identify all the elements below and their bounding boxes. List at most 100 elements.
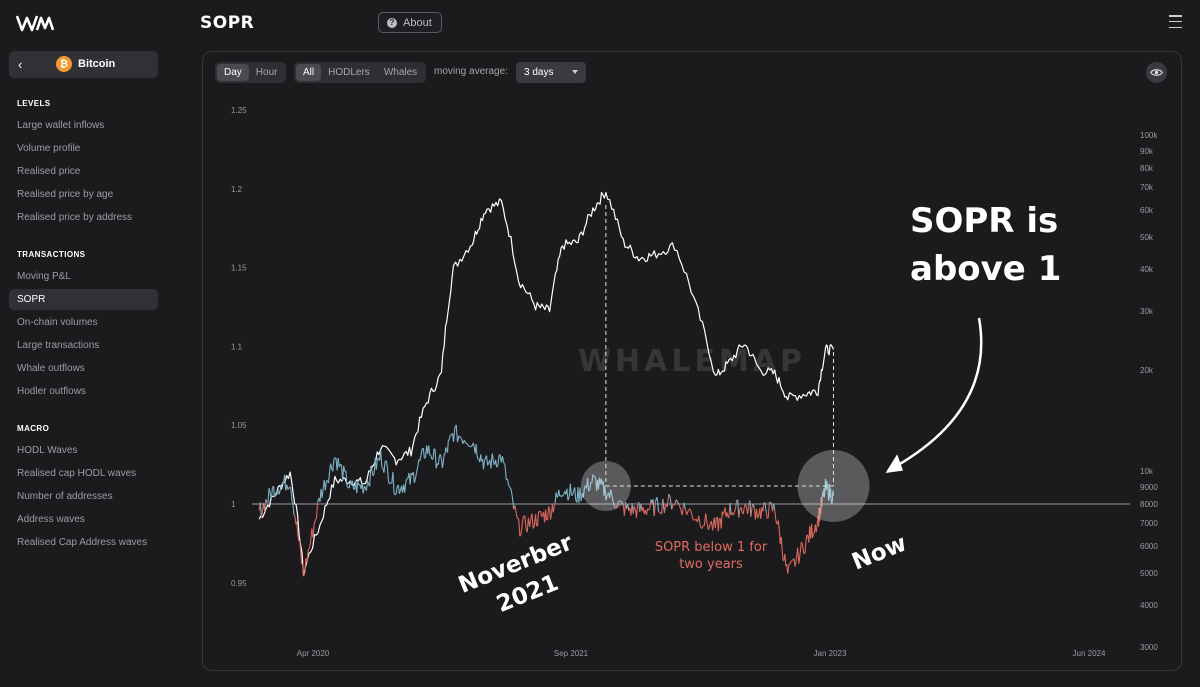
- sopr-line-segment: [666, 494, 670, 508]
- sopr-line-segment: [312, 524, 315, 538]
- sopr-line-segment: [781, 549, 784, 561]
- timeframe-hour-button[interactable]: Hour: [255, 67, 278, 78]
- sopr-line-segment: [540, 511, 543, 517]
- sopr-line-segment: [683, 502, 686, 510]
- sopr-line-segment: [292, 503, 295, 515]
- y-left-tick-label: 1.05: [231, 421, 247, 430]
- sopr-line-segment: [332, 459, 335, 472]
- chart-panel: [202, 51, 1182, 671]
- sidebar-item-hodler-outflows[interactable]: Hodler outflows: [17, 386, 86, 397]
- sopr-line-segment: [260, 510, 264, 518]
- sopr-line-segment: [752, 503, 755, 509]
- sopr-line-segment: [434, 449, 437, 469]
- sopr-line-segment: [450, 433, 453, 436]
- whalemap-logo[interactable]: [16, 14, 54, 32]
- sopr-line-segment: [315, 502, 319, 519]
- sopr-line-segment: [290, 490, 293, 502]
- sopr-line-segment: [811, 533, 814, 539]
- sopr-line-segment: [764, 503, 767, 512]
- sopr-line-segment: [445, 447, 448, 451]
- asset-selector[interactable]: ‹ ₿ Bitcoin: [9, 51, 158, 78]
- sopr-line-segment: [389, 482, 392, 485]
- cohort-whales-button[interactable]: Whales: [383, 67, 418, 78]
- y-right-tick-label: 40k: [1140, 265, 1154, 274]
- sopr-line-segment: [485, 455, 489, 466]
- sopr-line-segment: [394, 493, 397, 496]
- hamburger-menu-icon[interactable]: [1169, 15, 1182, 28]
- sidebar-item-hodl-waves[interactable]: HODL Waves: [17, 445, 78, 456]
- sidebar-item-number-of-addresses[interactable]: Number of addresses: [17, 491, 113, 502]
- sidebar-item-realised-price-by-age[interactable]: Realised price by age: [17, 189, 114, 200]
- sopr-line-segment: [510, 489, 514, 499]
- sopr-line-segment: [705, 513, 708, 525]
- sidebar-item-realised-cap-address-waves[interactable]: Realised Cap Address waves: [17, 537, 148, 548]
- sopr-line-segment: [304, 558, 307, 575]
- sopr-line-segment: [547, 506, 550, 520]
- sopr-line-segment: [806, 534, 809, 537]
- sopr-line-segment: [333, 457, 336, 460]
- sopr-line-segment: [372, 473, 375, 476]
- sopr-line-segment: [648, 508, 651, 511]
- sopr-line-segment: [726, 512, 729, 517]
- sopr-line-segment: [405, 478, 408, 483]
- sopr-line-segment: [773, 503, 776, 510]
- sidebar-item-on-chain-volumes[interactable]: On-chain volumes: [17, 317, 98, 328]
- sidebar-item-sopr[interactable]: SOPR: [9, 289, 158, 310]
- sidebar-item-whale-outflows[interactable]: Whale outflows: [17, 363, 85, 374]
- sopr-line-segment: [497, 455, 500, 466]
- sopr-line-segment: [774, 509, 777, 519]
- sopr-line-segment: [278, 489, 281, 495]
- sidebar-item-large-transactions[interactable]: Large transactions: [17, 340, 100, 351]
- sidebar-item-realised-cap-hodl-waves[interactable]: Realised cap HODL waves: [17, 468, 137, 479]
- sopr-line-segment: [466, 443, 469, 446]
- sopr-line-segment: [365, 480, 369, 491]
- sidebar-item-volume-profile[interactable]: Volume profile: [17, 143, 81, 154]
- sopr-line-segment: [342, 465, 345, 481]
- sopr-line-segment: [409, 473, 412, 485]
- sopr-line-segment: [422, 448, 425, 459]
- sopr-line-segment: [633, 505, 636, 510]
- timeframe-day-button[interactable]: Day: [217, 64, 249, 81]
- moving-average-select[interactable]: 3 days: [516, 62, 586, 83]
- annotation-sopr-below-1: two years: [679, 557, 743, 572]
- sopr-line-segment: [605, 495, 608, 501]
- sopr-line-segment: [357, 480, 360, 486]
- sopr-line-segment: [562, 494, 564, 496]
- sopr-line-segment: [765, 511, 768, 519]
- about-button[interactable]: ? About: [378, 12, 442, 33]
- annotation-sopr-above-1: above 1: [910, 249, 1061, 289]
- sopr-line-segment: [760, 506, 763, 519]
- timeframe-toggle: Day Hour: [215, 62, 287, 83]
- sopr-line-segment: [668, 493, 671, 498]
- sopr-line-segment: [800, 541, 804, 546]
- sidebar-item-realised-price[interactable]: Realised price: [17, 166, 81, 177]
- visibility-toggle-button[interactable]: [1146, 62, 1167, 83]
- sopr-line-segment: [804, 540, 807, 553]
- sopr-line-segment: [366, 480, 370, 485]
- sopr-line-segment: [475, 444, 478, 456]
- sopr-line-segment: [321, 488, 324, 499]
- sopr-line-segment: [351, 480, 355, 490]
- cohort-all-button[interactable]: All: [296, 64, 322, 81]
- sopr-line-segment: [742, 507, 745, 515]
- cohort-hodlers-button[interactable]: HODLers: [328, 67, 370, 78]
- sidebar-item-large-wallet-inflows[interactable]: Large wallet inflows: [17, 120, 105, 131]
- sopr-line-segment: [556, 496, 559, 498]
- sopr-line-segment: [363, 485, 366, 488]
- sopr-line-segment: [302, 563, 305, 576]
- sopr-line-segment: [308, 541, 312, 549]
- sopr-line-segment: [515, 513, 519, 519]
- y-right-tick-label: 60k: [1140, 206, 1154, 215]
- sopr-line-segment: [767, 501, 770, 518]
- sopr-line-segment: [722, 512, 725, 515]
- chevron-left-icon[interactable]: ‹: [18, 57, 23, 72]
- sopr-line-segment: [777, 520, 780, 531]
- sopr-line-segment: [788, 563, 791, 565]
- x-tick-label: Jun 2024: [1073, 649, 1106, 658]
- sopr-line-segment: [737, 499, 740, 518]
- annotation-arrow: [892, 317, 983, 470]
- sopr-line-segment: [535, 514, 538, 527]
- sidebar-item-address-waves[interactable]: Address waves: [17, 514, 85, 525]
- sidebar-item-realised-price-by-address[interactable]: Realised price by address: [17, 212, 133, 223]
- sidebar-item-moving-p-l[interactable]: Moving P&L: [17, 271, 71, 282]
